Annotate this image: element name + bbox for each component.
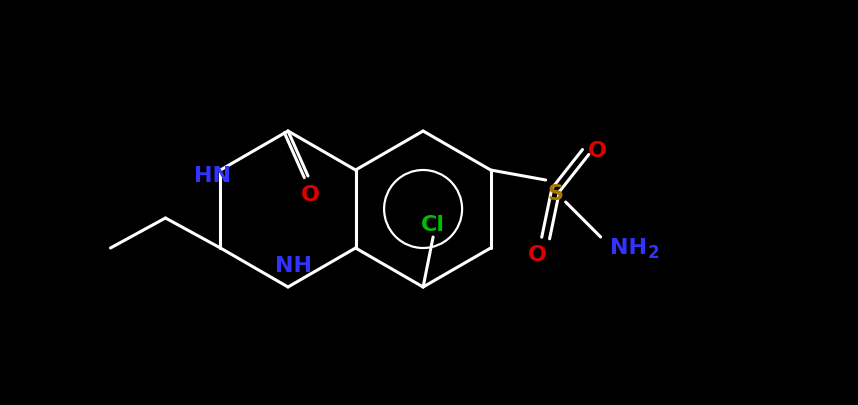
Text: Cl: Cl: [421, 215, 445, 234]
Text: NH: NH: [610, 237, 647, 257]
Text: O: O: [300, 185, 319, 205]
Text: 2: 2: [648, 243, 660, 261]
Text: HN: HN: [194, 166, 231, 185]
Text: NH: NH: [275, 256, 311, 275]
Text: O: O: [529, 244, 547, 264]
Text: O: O: [588, 141, 607, 161]
Text: S: S: [547, 183, 564, 203]
